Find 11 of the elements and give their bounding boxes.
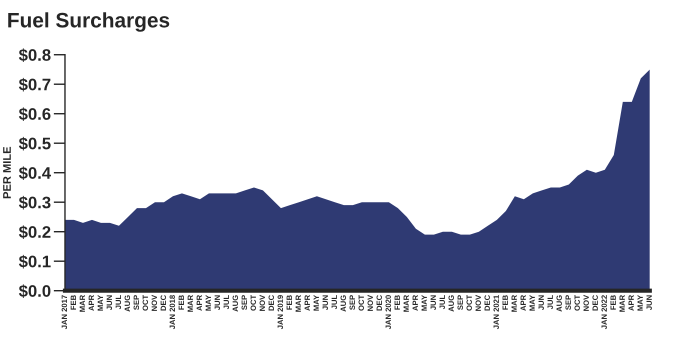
chart-title: Fuel Surcharges xyxy=(8,12,170,32)
y-tick-label: $0.7 xyxy=(18,78,50,92)
y-axis-title: PER MILE xyxy=(3,146,11,198)
y-tick-label: $0.0 xyxy=(18,284,50,298)
y-tick-label: $0.1 xyxy=(18,254,51,268)
y-tick-label: $0.5 xyxy=(18,136,51,150)
y-tick-label: $0.8 xyxy=(18,48,51,62)
y-tick-label: $0.4 xyxy=(18,166,52,180)
y-tick-label: $0.6 xyxy=(18,107,50,121)
y-tick-label: $0.2 xyxy=(18,225,50,239)
y-tick-label: $0.3 xyxy=(18,196,50,210)
